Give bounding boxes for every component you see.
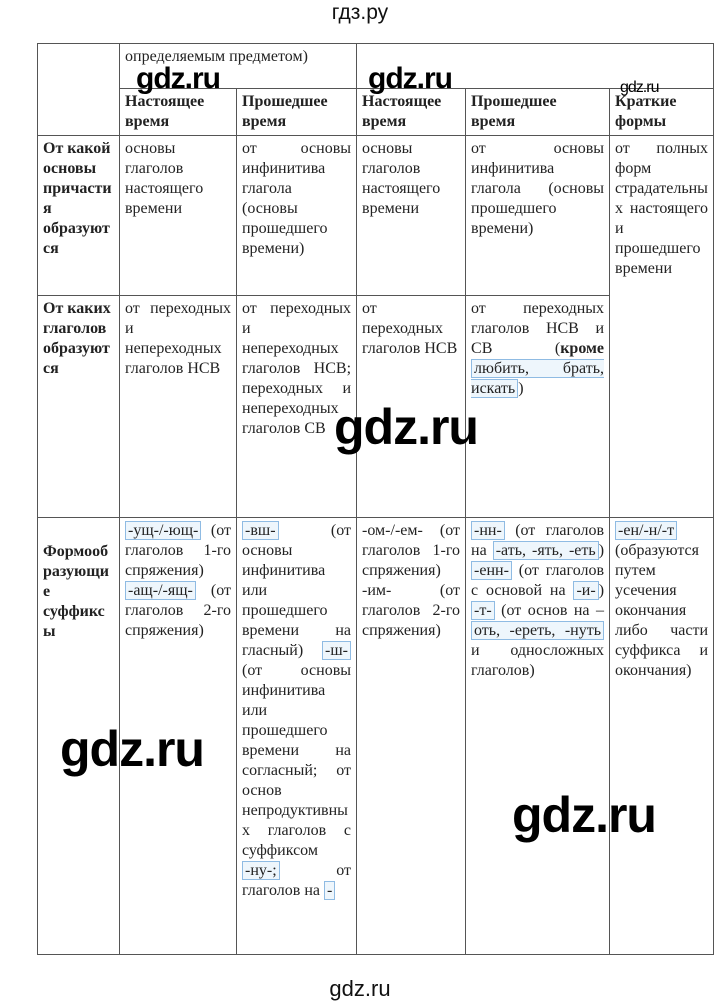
highlighted-suffix: -т- <box>471 601 495 620</box>
highlighted-suffix: -енн- <box>471 561 512 580</box>
highlighted-suffix: - <box>324 881 336 900</box>
table-cell: от переходных глаголов НСВ и СВ (кроме л… <box>465 295 611 518</box>
table-row: Формообразующие суффиксы -ущ-/-ющ- (от г… <box>37 517 715 955</box>
table-row: От каких глаголов образуются от переходн… <box>37 295 714 518</box>
cell-text: от переходных и непереходных глаголов НС… <box>242 300 352 437</box>
highlighted-suffix: оть, -ереть, -нуть <box>471 621 605 640</box>
cell-text: от основы инфинитива глагола (основы про… <box>242 140 352 257</box>
highlighted-suffix: -ен/-н/-т <box>615 521 678 540</box>
highlighted-suffix: -вш- <box>242 521 279 540</box>
cell-text: -ом-/-ем- (от глаголов 1-го спряжения) -… <box>362 522 461 639</box>
highlighted-suffix: -нн- <box>471 521 505 540</box>
header-cell: Настоящее время <box>356 88 467 136</box>
highlighted-suffix: любить, брать, искать <box>471 359 605 398</box>
highlighted-suffix: -ущ-/-ющ- <box>125 521 202 540</box>
cell-text: от полных форм страдательных настоящего … <box>615 140 709 277</box>
cell-text: и односложных глаголов) <box>471 642 605 679</box>
watermark: gdz.ru <box>136 62 221 95</box>
cell-text: (от глаголов 2-го спряжения) <box>125 582 231 639</box>
row-label: От каких глаголов образуются <box>37 295 120 518</box>
cell-text: (от глаголов 1-го спряжения) <box>125 522 231 579</box>
site-title-top: гдз.ру <box>331 1 389 24</box>
highlighted-suffix: -ну-; <box>242 861 280 880</box>
header-row: Настоящее время Прошедшее время Настояще… <box>38 88 715 136</box>
header-cell: Прошедшее время <box>235 88 358 136</box>
table-row: От какой основы причастия образуются осн… <box>37 135 715 518</box>
cell-text: ) <box>598 582 605 599</box>
cell-text: от переходных глаголов НСВ <box>362 300 458 357</box>
watermark: gdz.ru <box>60 721 205 777</box>
cell-text: от глаголов на <box>242 862 352 899</box>
cell-text: основы глаголов настоящего времени <box>125 140 204 217</box>
participle-table: определяемым предметом) Настоящее время … <box>37 43 715 955</box>
cell-text: (образуются путем усечения окончания либ… <box>615 542 709 679</box>
cell-text: ) <box>518 380 524 397</box>
cell-text: основы глаголов настоящего времени <box>362 140 441 217</box>
cell-text: (от глаголов на <box>471 522 605 559</box>
table-cell: от основы инфинитива глагола (основы про… <box>235 135 358 296</box>
cell-text: от основы инфинитива глагола (основы про… <box>471 140 605 237</box>
table-cell: основы глаголов настоящего времени <box>119 135 237 296</box>
header-cell: Краткие формы <box>609 88 715 136</box>
cell-text: ) <box>598 542 605 559</box>
highlighted-suffix: -ш- <box>322 641 352 660</box>
bold-text: кроме <box>560 340 605 357</box>
watermark: gdz.ru <box>620 79 659 96</box>
highlighted-suffix: -и- <box>573 581 599 600</box>
table-cell: от переходных и непереходных глаголов НС… <box>235 295 358 518</box>
table-cell: -ен/-н/-т (образуются путем усечения око… <box>609 517 715 955</box>
cell-text: (от глаголов с основой на <box>471 562 605 599</box>
row-label: Формообразующие суффиксы <box>37 517 120 955</box>
table-cell: основы глаголов настоящего времени <box>356 135 467 296</box>
cell-text: (от основы инфинитива или прошедшего вре… <box>242 522 352 659</box>
highlighted-suffix: -ащ-/-ящ- <box>125 581 196 600</box>
cell-text: (от основ на – <box>494 602 605 619</box>
table-cell: от переходных и непереходных глаголов НС… <box>119 295 237 518</box>
table-cell: от полных форм страдательных настоящего … <box>609 135 715 518</box>
cell-text: от переходных глаголов НСВ и СВ ( <box>471 300 605 357</box>
watermark: gdz.ru <box>512 787 657 843</box>
header-cell: Прошедшее время <box>465 88 611 136</box>
table-cell: -ом-/-ем- (от глаголов 1-го спряжения) -… <box>356 517 467 955</box>
table-cell: от переходных глаголов НСВ <box>356 295 467 518</box>
watermark: gdz.ru <box>334 399 479 455</box>
corner-cell <box>37 43 120 136</box>
site-title-bottom: gdz.ru <box>329 976 391 1001</box>
header-cell: Настоящее время <box>119 88 237 136</box>
cell-text: от переходных и непереходных глаголов НС… <box>125 300 231 377</box>
table-cell: -нн- (от глаголов на -ать, -ять, -еть) -… <box>465 517 611 955</box>
highlighted-suffix: -ать, -ять, -еть <box>492 541 599 560</box>
table-cell: от основы инфинитива глагола (основы про… <box>465 135 611 296</box>
row-label: От какой основы причастия образуются <box>37 135 120 296</box>
cell-text: (от основы инфинитива или прошедшего вре… <box>242 662 352 859</box>
table-cell: -ущ-/-ющ- (от глаголов 1-го спряжения) -… <box>119 517 237 955</box>
watermark: gdz.ru <box>368 62 453 95</box>
table-cell: -вш- (от основы инфинитива или прошедшег… <box>235 517 358 955</box>
